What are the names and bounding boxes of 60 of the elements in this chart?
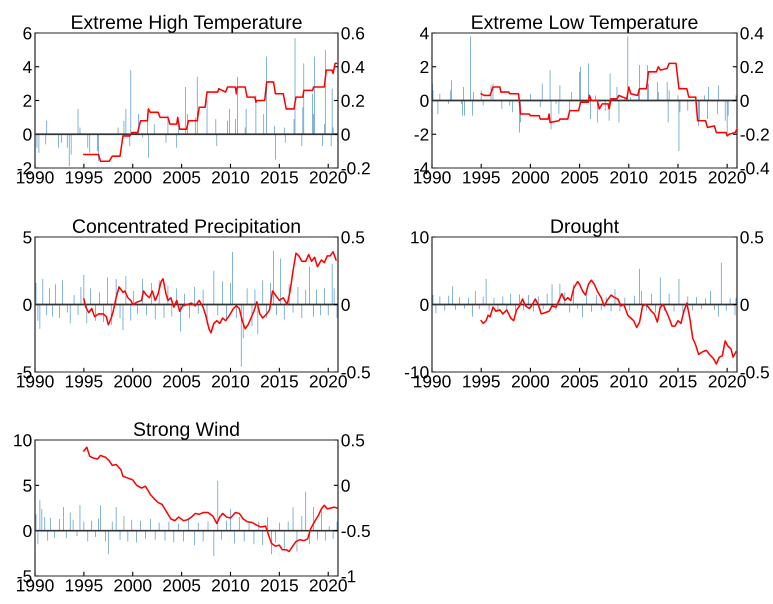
y-tick-label: 10 [14, 434, 32, 446]
x-tick-label: 2000 [512, 375, 550, 388]
x-tick-label: 2015 [660, 375, 697, 388]
y2-tick-label: 0 [341, 298, 350, 311]
x-tick-label: 2015 [660, 171, 697, 184]
chart-title: Concentrated Precipitation [72, 218, 300, 237]
x-tick-label: 2010 [212, 375, 250, 388]
y2-tick-label: 0.4 [341, 60, 364, 74]
x-tick-label: 2010 [212, 171, 250, 184]
y-tick-label: 0 [23, 128, 32, 141]
y-tick-label: 2 [23, 94, 32, 107]
x-tick-label: 2005 [561, 171, 598, 184]
x-tick-label: 1995 [66, 579, 102, 592]
y2-tick-label: 0.6 [341, 27, 364, 40]
x-tick-label: 1995 [66, 375, 102, 388]
y-tick-label: 5 [23, 480, 32, 492]
y2-tick-label: 0.2 [740, 60, 764, 74]
y-tick-label: 0 [420, 298, 429, 311]
x-tick-label: 1995 [463, 375, 500, 388]
y-tick-label: 4 [420, 27, 429, 40]
x-tick-label: 1995 [463, 171, 500, 184]
y2-tick-label: 0.2 [341, 94, 364, 107]
y-tick-label: 0 [420, 94, 429, 107]
y2-tick-label: 0 [341, 128, 350, 141]
x-tick-label: 2000 [114, 579, 152, 592]
y2-tick-label: 0 [740, 298, 749, 311]
y-tick-label: 5 [23, 231, 32, 244]
x-tick-label: 2010 [610, 171, 648, 184]
y2-tick-label: 0.5 [341, 434, 364, 446]
y-tick-label: 0 [23, 524, 32, 538]
x-tick-label: 2000 [114, 375, 152, 388]
y2-tick-label: 0.5 [740, 231, 764, 244]
x-tick-label: 2005 [163, 375, 200, 388]
chart-title: Drought [552, 218, 619, 237]
chart-title: Extreme High Temperature [72, 14, 302, 33]
x-tick-label: 2000 [512, 171, 550, 184]
x-tick-label: 2005 [561, 375, 598, 388]
y-tick-label: 6 [23, 27, 32, 40]
chart-title: Extreme Low Temperature [472, 15, 698, 33]
x-tick-label: 2010 [610, 375, 648, 388]
x-tick-label: 2010 [212, 579, 250, 592]
y2-tick-label: 0 [740, 94, 749, 107]
x-tick-label: 2005 [163, 579, 200, 592]
y-tick-label: -2 [414, 128, 428, 141]
y2-tick-label: 0 [341, 480, 350, 492]
x-tick-label: 2015 [260, 171, 298, 184]
y2-tick-label: 0.5 [341, 231, 364, 244]
y-tick-label: 4 [22, 61, 32, 74]
x-tick-label: 2015 [260, 375, 298, 388]
x-tick-label: 2005 [163, 171, 200, 184]
x-tick-label: 1995 [66, 171, 102, 184]
y2-tick-label: 0.4 [740, 27, 764, 40]
y2-tick-label: -0.2 [740, 128, 769, 141]
x-tick-label: 2000 [114, 171, 152, 184]
x-tick-label: 2015 [260, 579, 298, 592]
y-tick-label: 10 [411, 231, 429, 244]
y-tick-label: 2 [420, 60, 428, 74]
y2-tick-label: -0.5 [342, 524, 370, 538]
chart-title: Strong Wind [134, 422, 239, 440]
y-tick-label: 0 [23, 298, 32, 311]
